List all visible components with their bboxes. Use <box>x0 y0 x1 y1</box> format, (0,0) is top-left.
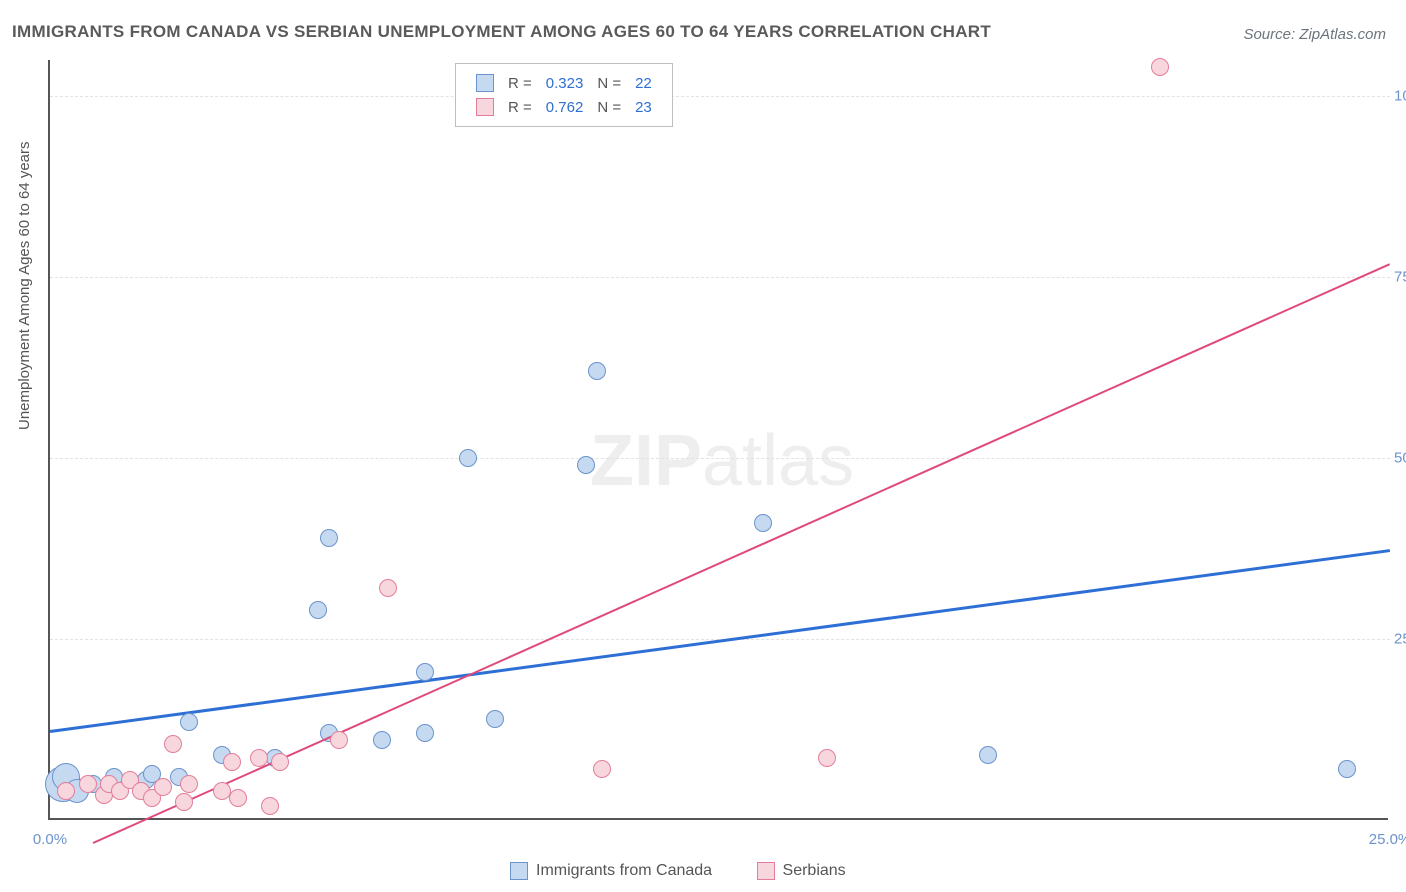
n-label: N = <box>591 96 627 118</box>
n-label: N = <box>591 72 627 94</box>
point-canada <box>309 601 327 619</box>
swatch-serbians <box>476 98 494 116</box>
point-canada <box>459 449 477 467</box>
x-tick-label: 25.0% <box>1369 831 1406 848</box>
r-label: R = <box>502 72 538 94</box>
legend-item-canada: Immigrants from Canada <box>510 862 712 880</box>
point-serbians <box>57 782 75 800</box>
gridline <box>50 277 1390 278</box>
point-serbians <box>180 775 198 793</box>
legend-row-canada: R = 0.323 N = 22 <box>470 72 658 94</box>
point-serbians <box>1151 58 1169 76</box>
point-serbians <box>164 735 182 753</box>
watermark: ZIPatlas <box>590 420 854 502</box>
gridline <box>50 96 1390 97</box>
n-value-canada: 22 <box>629 72 658 94</box>
swatch-canada-icon <box>510 862 528 880</box>
point-canada <box>754 514 772 532</box>
y-tick-label: 25.0% <box>1388 631 1406 648</box>
y-tick-label: 75.0% <box>1388 269 1406 286</box>
r-label: R = <box>502 96 538 118</box>
point-canada <box>1338 760 1356 778</box>
point-serbians <box>593 760 611 778</box>
point-canada <box>180 713 198 731</box>
point-serbians <box>261 797 279 815</box>
point-serbians <box>818 749 836 767</box>
point-canada <box>979 746 997 764</box>
point-serbians <box>223 753 241 771</box>
r-value-canada: 0.323 <box>540 72 590 94</box>
bottom-legend: Immigrants from Canada Serbians <box>510 862 886 880</box>
legend-label-canada: Immigrants from Canada <box>536 862 712 879</box>
r-value-serbians: 0.762 <box>540 96 590 118</box>
point-canada <box>416 724 434 742</box>
point-serbians <box>271 753 289 771</box>
point-serbians <box>379 579 397 597</box>
trendline-canada <box>50 549 1390 732</box>
point-canada <box>320 529 338 547</box>
plot-area: ZIPatlas 25.0%50.0%75.0%100.0%0.0%25.0% <box>48 60 1388 820</box>
chart-container: IMMIGRANTS FROM CANADA VS SERBIAN UNEMPL… <box>0 0 1406 892</box>
swatch-canada <box>476 74 494 92</box>
point-serbians <box>330 731 348 749</box>
correlation-legend: R = 0.323 N = 22 R = 0.762 N = 23 <box>455 63 673 127</box>
y-axis-label: Unemployment Among Ages 60 to 64 years <box>16 141 33 430</box>
legend-item-serbians: Serbians <box>757 862 846 880</box>
swatch-serbians-icon <box>757 862 775 880</box>
point-canada <box>486 710 504 728</box>
point-canada <box>416 663 434 681</box>
y-tick-label: 100.0% <box>1388 88 1406 105</box>
chart-title: IMMIGRANTS FROM CANADA VS SERBIAN UNEMPL… <box>12 22 991 42</box>
point-serbians <box>79 775 97 793</box>
point-serbians <box>250 749 268 767</box>
source-label: Source: ZipAtlas.com <box>1243 26 1386 43</box>
legend-row-serbians: R = 0.762 N = 23 <box>470 96 658 118</box>
point-serbians <box>175 793 193 811</box>
x-tick-label: 0.0% <box>33 831 67 848</box>
point-canada <box>588 362 606 380</box>
legend-label-serbians: Serbians <box>783 862 846 879</box>
point-serbians <box>154 778 172 796</box>
gridline <box>50 458 1390 459</box>
y-tick-label: 50.0% <box>1388 450 1406 467</box>
point-canada <box>577 456 595 474</box>
point-canada <box>373 731 391 749</box>
n-value-serbians: 23 <box>629 96 658 118</box>
point-serbians <box>229 789 247 807</box>
